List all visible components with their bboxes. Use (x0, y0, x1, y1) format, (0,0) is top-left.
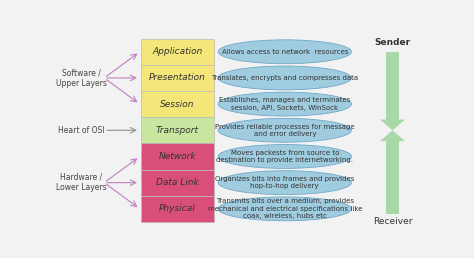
Text: Hardware /
Lower Layers: Hardware / Lower Layers (55, 173, 106, 192)
Text: Software /
Upper Layers: Software / Upper Layers (55, 68, 106, 88)
Text: Transmits bits over a medium, provides
mechanical and electrical specifications : Transmits bits over a medium, provides m… (208, 198, 362, 219)
Text: Presentation: Presentation (149, 74, 206, 82)
Ellipse shape (218, 40, 351, 64)
Text: Physical: Physical (159, 204, 196, 213)
Text: Organizes bits into frames and provides
hop-to-hop delivery: Organizes bits into frames and provides … (215, 176, 355, 189)
Ellipse shape (218, 197, 351, 221)
Ellipse shape (218, 144, 351, 168)
Polygon shape (380, 119, 405, 130)
Text: Receiver: Receiver (373, 217, 412, 226)
Ellipse shape (218, 118, 351, 142)
FancyBboxPatch shape (141, 143, 214, 170)
FancyBboxPatch shape (385, 141, 400, 214)
Text: Translates, encrypts and compresses data: Translates, encrypts and compresses data (211, 75, 358, 81)
FancyBboxPatch shape (385, 52, 400, 119)
FancyBboxPatch shape (141, 117, 214, 143)
Text: Allows access to network  resources: Allows access to network resources (221, 49, 348, 55)
Text: Heart of OSI: Heart of OSI (58, 126, 104, 135)
Ellipse shape (218, 171, 351, 195)
Text: Moves packests from source to
destination to provide internetworking.: Moves packests from source to destinatio… (216, 150, 353, 163)
FancyBboxPatch shape (141, 170, 214, 196)
Text: Transport: Transport (156, 126, 199, 135)
Text: Provides reliable processes for message
and error delivery: Provides reliable processes for message … (215, 124, 355, 137)
Text: Session: Session (160, 100, 195, 109)
FancyBboxPatch shape (141, 39, 214, 65)
Ellipse shape (218, 92, 351, 116)
Ellipse shape (218, 66, 351, 90)
Text: Establishes, manages and terminates
session, API, Sockets, WinSock: Establishes, manages and terminates sess… (219, 97, 350, 111)
Text: Application: Application (152, 47, 202, 56)
FancyBboxPatch shape (141, 65, 214, 91)
FancyBboxPatch shape (141, 196, 214, 222)
Text: Sender: Sender (374, 38, 410, 47)
Text: Data Link: Data Link (156, 178, 199, 187)
Polygon shape (380, 130, 405, 141)
FancyBboxPatch shape (141, 91, 214, 117)
Text: Network: Network (159, 152, 196, 161)
